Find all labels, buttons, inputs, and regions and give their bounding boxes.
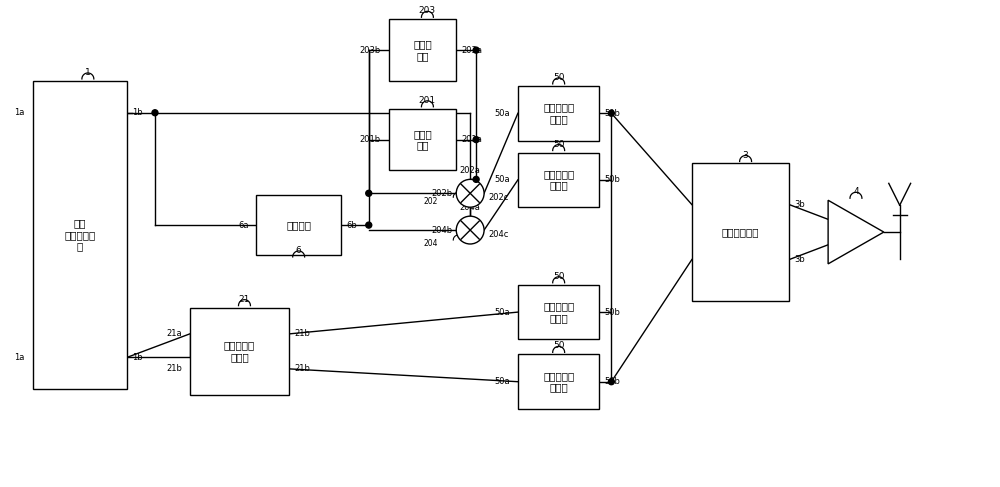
Text: 202: 202 (424, 197, 438, 206)
Text: 21a: 21a (166, 329, 182, 338)
Text: 通道性能补
偿单元: 通道性能补 偿单元 (543, 301, 574, 323)
Text: 50: 50 (553, 140, 564, 149)
Text: 1b: 1b (132, 353, 143, 362)
Circle shape (366, 190, 372, 196)
Circle shape (473, 176, 479, 182)
Text: 21: 21 (239, 295, 250, 304)
Bar (389, 109, 456, 170)
Text: 3b: 3b (794, 255, 805, 264)
Text: 1b: 1b (132, 108, 143, 117)
Bar (190, 308, 289, 395)
Text: 204c: 204c (488, 229, 508, 239)
Text: 1a: 1a (14, 353, 25, 362)
Text: 50a: 50a (494, 308, 510, 317)
Text: 通道性能补
偿单元: 通道性能补 偿单元 (543, 371, 574, 393)
Circle shape (152, 110, 158, 116)
Text: 50: 50 (553, 272, 564, 281)
Text: 3: 3 (743, 150, 748, 160)
Text: 50b: 50b (604, 377, 620, 386)
Text: 第二存
储器: 第二存 储器 (413, 39, 432, 61)
Text: 50b: 50b (604, 175, 620, 185)
Text: 6b: 6b (346, 221, 357, 229)
Text: 204b: 204b (431, 225, 452, 235)
Bar (389, 19, 456, 81)
Text: 203a: 203a (461, 46, 482, 55)
Text: 通道性能补
偿单元: 通道性能补 偿单元 (543, 102, 574, 124)
Text: 50a: 50a (494, 377, 510, 386)
Text: 50: 50 (553, 341, 564, 351)
Text: 203: 203 (419, 6, 436, 16)
Circle shape (608, 110, 614, 116)
Text: 50: 50 (553, 73, 564, 82)
Circle shape (608, 379, 614, 385)
Text: 203b: 203b (359, 46, 381, 55)
Text: 4: 4 (853, 187, 859, 196)
Text: 201b: 201b (360, 135, 381, 144)
Text: 50a: 50a (494, 109, 510, 118)
Circle shape (473, 47, 479, 53)
Text: 信号调制模块: 信号调制模块 (722, 227, 759, 237)
Text: 21b: 21b (294, 329, 310, 338)
Text: 第二信号分
离单元: 第二信号分 离单元 (224, 340, 255, 362)
Text: 通道性能补
偿单元: 通道性能补 偿单元 (543, 169, 574, 191)
Polygon shape (828, 200, 884, 264)
Bar (256, 195, 341, 255)
Text: 201: 201 (419, 96, 436, 105)
Text: 1: 1 (85, 68, 91, 77)
Bar (518, 86, 599, 141)
Text: 50b: 50b (604, 109, 620, 118)
Text: 50a: 50a (494, 175, 510, 185)
Text: 21b: 21b (166, 364, 182, 374)
Text: 第一存
储器: 第一存 储器 (413, 129, 432, 150)
Text: 6a: 6a (238, 221, 248, 229)
Text: 202a: 202a (460, 167, 481, 175)
Text: 取模电路: 取模电路 (286, 220, 311, 230)
Text: 3b: 3b (794, 200, 805, 209)
Text: 基带
信号输入模
块: 基带 信号输入模 块 (64, 219, 96, 252)
Text: 201a: 201a (461, 135, 482, 144)
Text: 1a: 1a (14, 108, 25, 117)
Bar (518, 285, 599, 339)
Bar (518, 355, 599, 409)
Text: 21b: 21b (294, 364, 310, 374)
Text: 6: 6 (296, 246, 302, 255)
Text: 204a: 204a (460, 203, 481, 212)
Bar (692, 164, 789, 300)
Circle shape (456, 179, 484, 207)
Text: 204: 204 (424, 240, 438, 248)
Bar (33, 81, 127, 389)
Text: 202c: 202c (488, 193, 508, 202)
Circle shape (366, 222, 372, 228)
Text: 202b: 202b (431, 189, 452, 198)
Circle shape (473, 137, 479, 143)
Text: 50b: 50b (604, 308, 620, 317)
Bar (518, 152, 599, 207)
Circle shape (456, 216, 484, 244)
